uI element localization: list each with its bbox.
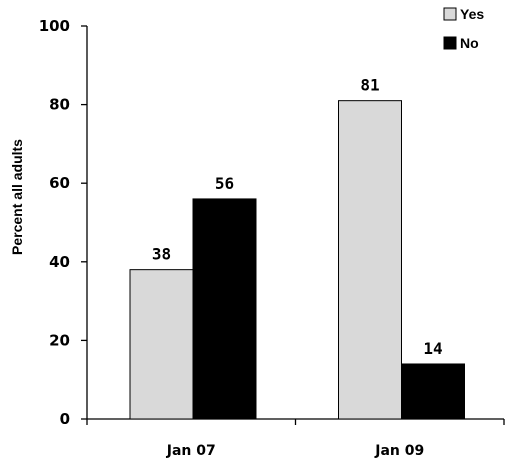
legend-swatch-no [443, 36, 457, 50]
y-tick-label: 80 [49, 96, 70, 114]
legend-swatch-yes [443, 7, 457, 21]
bars [129, 100, 465, 420]
data-label: 14 [423, 339, 442, 358]
legend-label-yes: Yes [460, 6, 484, 22]
y-tick-label: 40 [49, 253, 70, 271]
x-axis-ticks: Jan 07 Jan 09 [86, 419, 505, 459]
bar-yes-0 [129, 269, 194, 420]
bar-yes-1 [338, 100, 402, 420]
legend-label-no: No [460, 35, 479, 51]
x-tick-label: Jan 07 [166, 443, 216, 459]
legend: Yes No [443, 6, 484, 51]
x-tick-label: Jan 09 [374, 443, 424, 459]
data-label: 38 [152, 245, 171, 264]
y-tick-label: 60 [49, 174, 70, 192]
y-axis: 0 20 40 60 80 100 [39, 17, 88, 428]
data-labels: 38 56 81 14 [152, 76, 443, 358]
y-tick-label: 20 [49, 331, 70, 349]
x-axis: Jan 07 Jan 09 [86, 418, 505, 459]
y-tick-label: 0 [60, 410, 70, 428]
bar-no-1 [401, 363, 465, 420]
y-tick-label: 100 [39, 17, 70, 35]
y-axis-title: Percent all adults [9, 139, 25, 255]
y-axis-ticks: 0 20 40 60 80 100 [39, 17, 87, 428]
data-label: 81 [360, 76, 379, 95]
bar-no-0 [192, 198, 257, 420]
data-label: 56 [215, 174, 234, 193]
